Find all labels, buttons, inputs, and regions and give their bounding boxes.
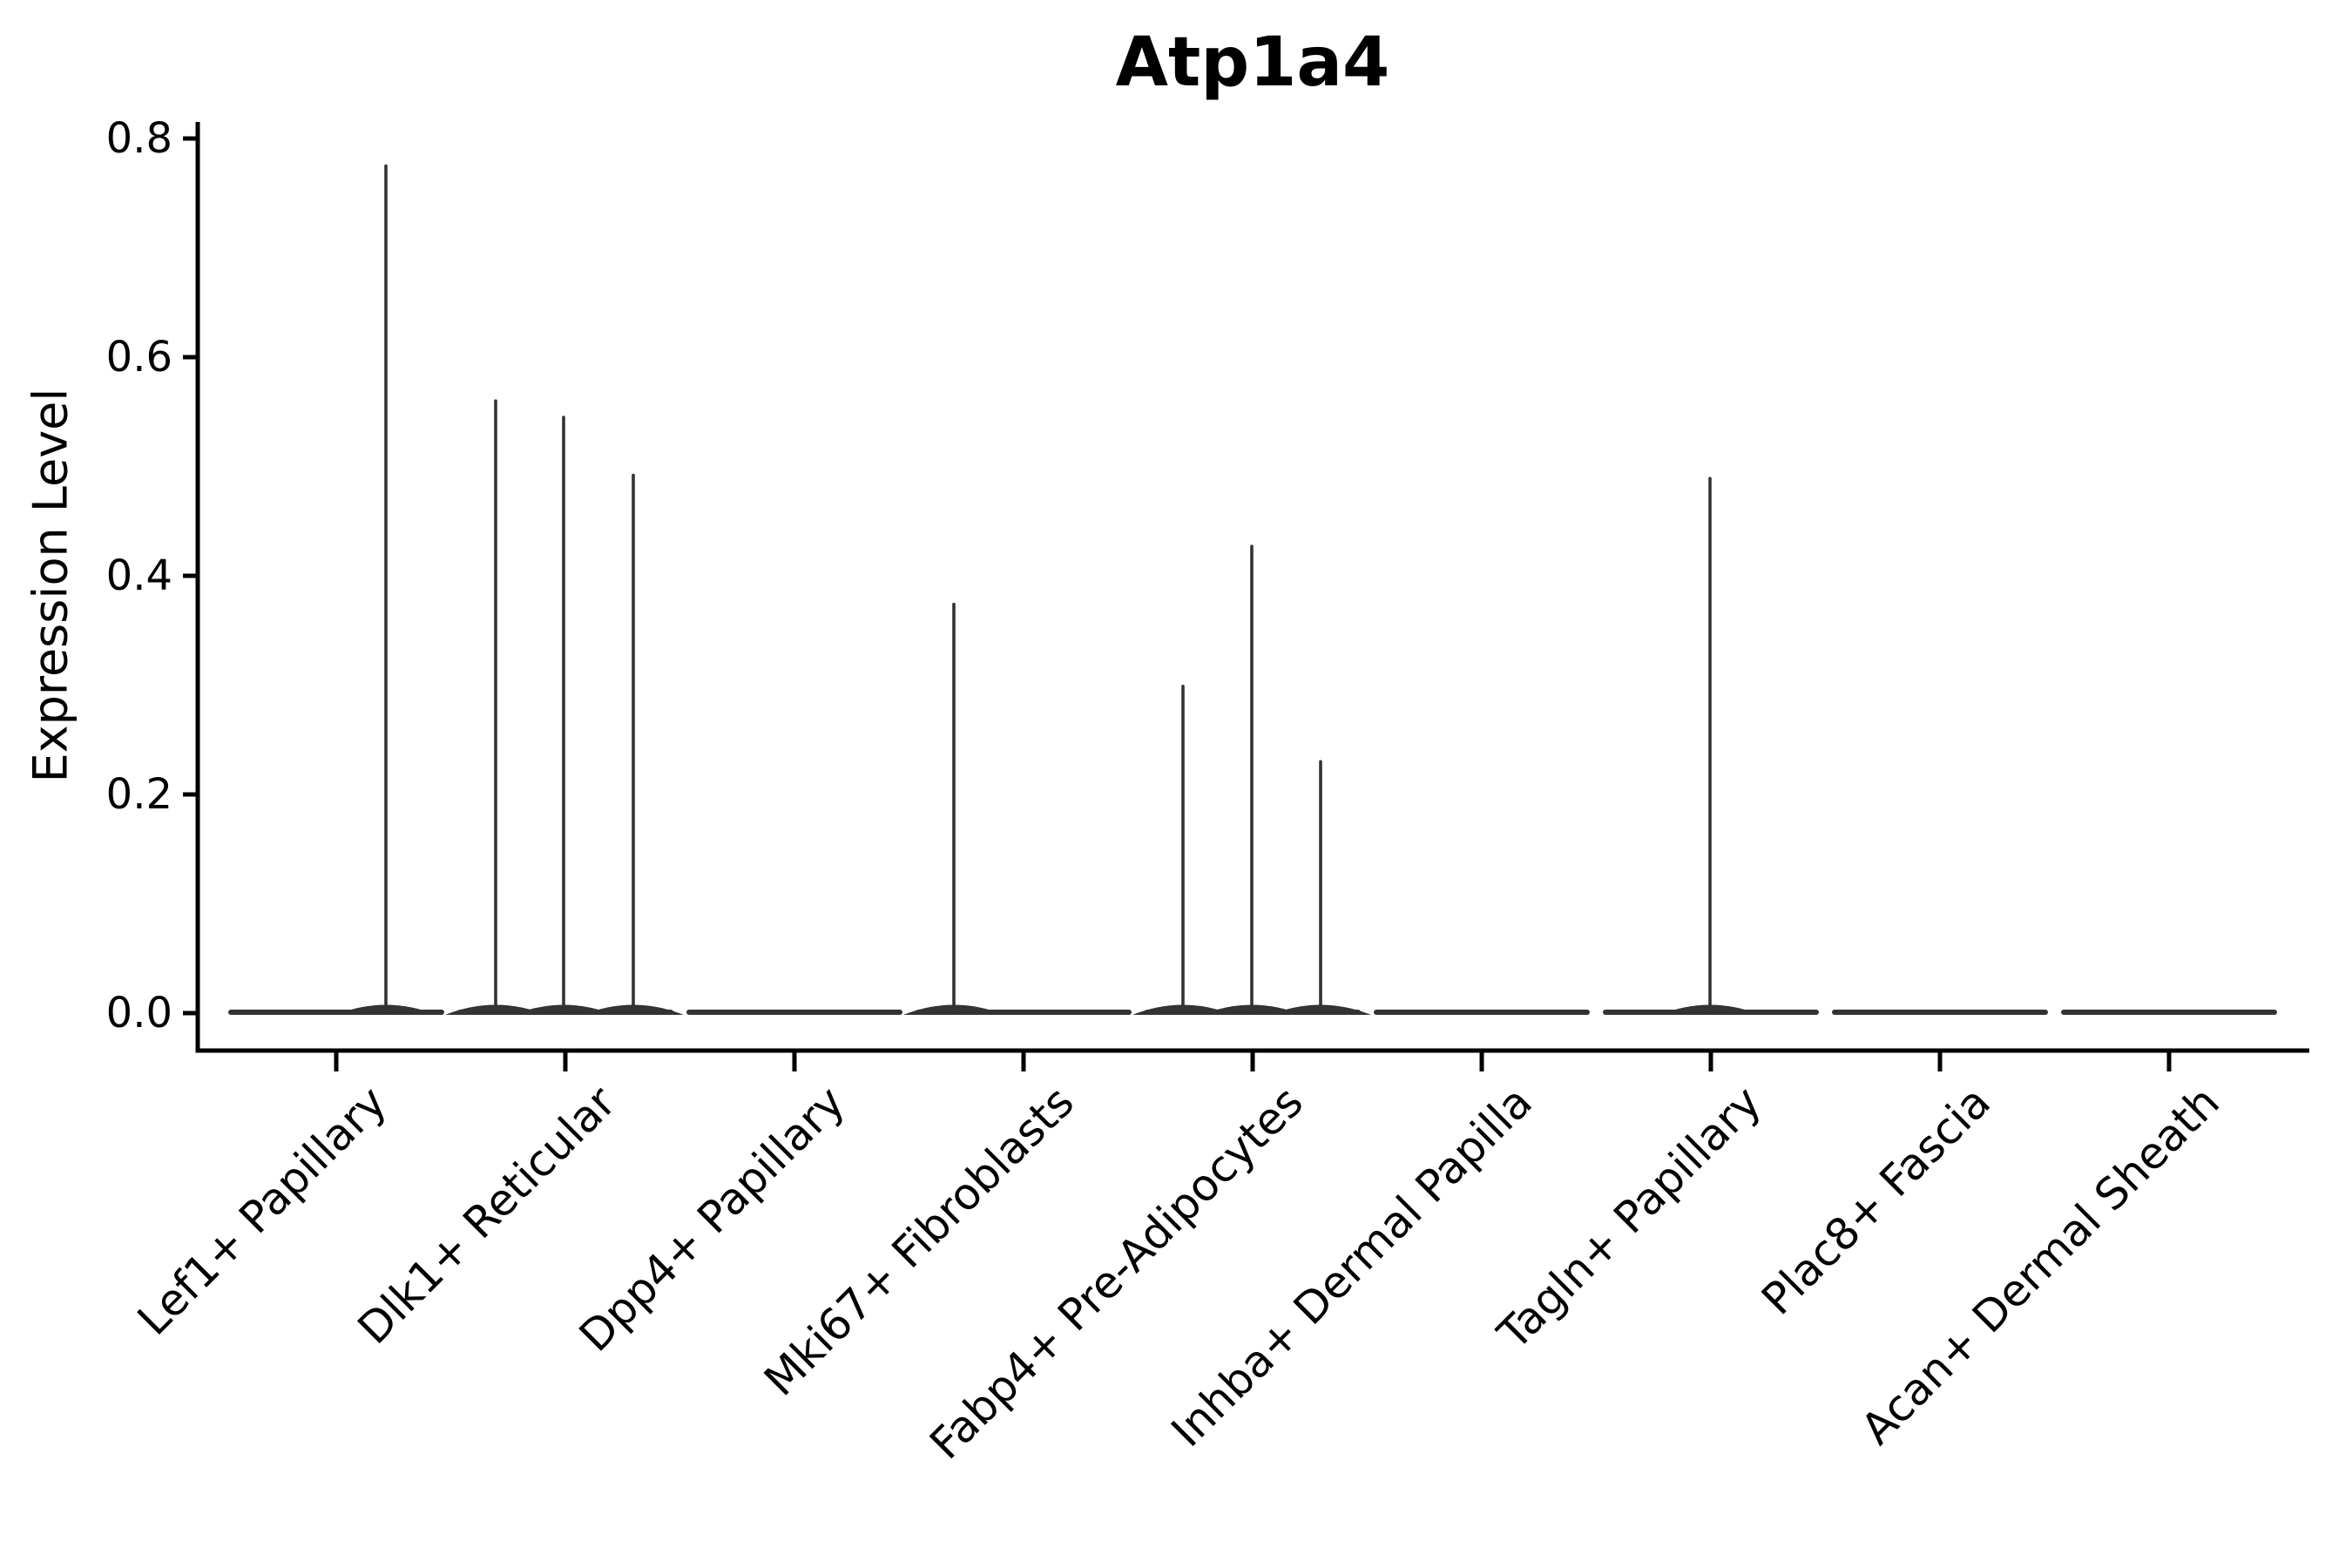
y-tick-label: 0.2	[105, 770, 172, 819]
y-tick-label: 0.8	[105, 114, 172, 163]
chart-title: Atp1a4	[1115, 24, 1390, 102]
y-tick-label: 0.6	[105, 333, 172, 382]
y-tick-label: 0.4	[105, 551, 172, 600]
y-tick-label: 0.0	[105, 989, 172, 1037]
